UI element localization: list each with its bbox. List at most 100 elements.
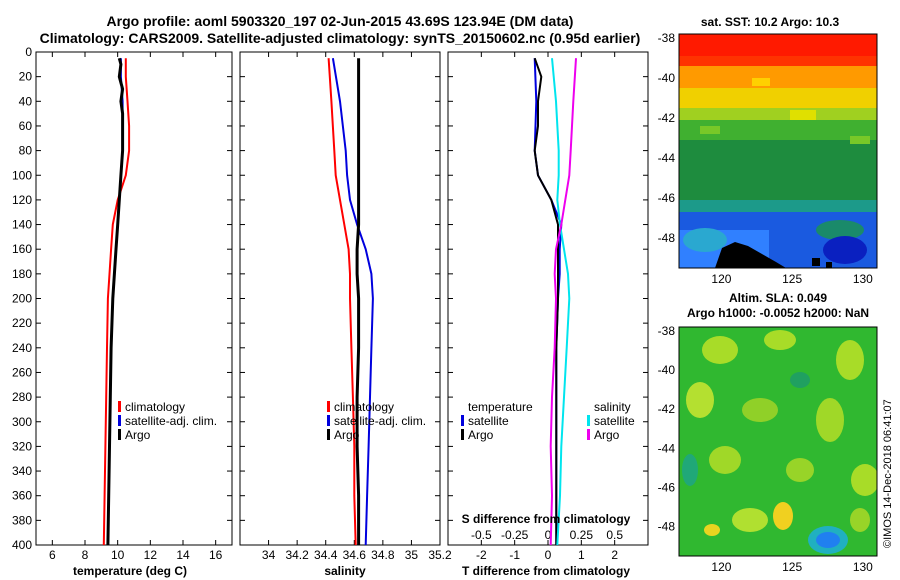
ytick-label: 220 [12,316,32,330]
panel-lines [533,57,577,545]
series-line-argo [355,58,361,545]
series-line-t-argo [533,57,559,545]
series-line-climatology [327,58,357,545]
legend-label: climatology [125,400,185,414]
map-ytick-label: -42 [658,402,676,416]
xtick-label: 35 [405,548,419,562]
map-ytick-label: -38 [658,324,676,338]
xtick-label: 12 [144,548,158,562]
salinity-panel-frame [239,51,441,546]
xtick-label: -1 [509,548,520,562]
legend-swatch-satellite [461,415,464,426]
ytick-label: 80 [19,144,33,158]
ytick-label: 20 [19,70,33,84]
salinity-legend: climatology satellite-adj. clim. Argo [327,400,426,442]
temperature-xlabel: temperature (deg C) [73,564,187,578]
figure-title-line1: Argo profile: aoml 5903320_197 02-Jun-20… [107,13,574,29]
panel-lines [102,57,131,545]
xtick-label: -2 [476,548,487,562]
ytick-label: 160 [12,242,32,256]
ytick-label: 320 [12,439,32,453]
axis-ticks-layer: 0204060801001201401601802002202402602803… [12,31,873,574]
legend-heading: temperature [468,400,533,414]
map-ytick-label: -40 [658,363,676,377]
legend-label: satellite-adj. clim. [334,414,426,428]
secondary-xtick-label: -0.25 [501,528,529,542]
legend-swatch-argo [327,429,330,440]
legend-swatch-climatology [327,401,330,412]
xtick-label: 14 [176,548,190,562]
legend-swatch-argo [461,429,464,440]
series-line-satellite-adj-clim- [331,58,374,545]
xtick-label: 8 [82,548,89,562]
ytick-label: 400 [12,538,32,552]
legend-label: Argo [594,428,620,442]
map-xtick-label: 125 [782,272,802,286]
temperature-panel-frame [35,51,233,546]
legend-swatch-satellite [327,415,330,426]
difference-temperature-legend: temperature satellite Argo [461,400,533,442]
ytick-label: 260 [12,365,32,379]
difference-salinity-legend: salinity satellite Argo [587,400,635,442]
difference-panel-frame [447,51,649,546]
series-line-argo [106,57,125,545]
secondary-xtick-label: -0.5 [471,528,492,542]
ytick-label: 300 [12,415,32,429]
series-line-s-satellite [551,58,571,545]
map-ytick-label: -40 [658,71,676,85]
map-xtick-label: 125 [782,560,802,574]
ytick-label: 140 [12,218,32,232]
legend-swatch-climatology [118,401,121,412]
sla-map-title-line1: Altim. SLA: 0.049 [729,291,827,305]
map-xtick-label: 130 [853,272,873,286]
ytick-label: 40 [19,94,33,108]
legend-label: satellite [594,414,635,428]
ytick-label: 60 [19,119,33,133]
xtick-label: 34.2 [285,548,309,562]
xtick-label: 6 [49,548,56,562]
sla-map-frame [678,326,878,557]
ytick-label: 360 [12,489,32,503]
xtick-label: 34 [262,548,276,562]
ytick-label: 180 [12,267,32,281]
map-ytick-label: -44 [658,441,676,455]
temperature-legend: climatology satellite-adj. clim. Argo [118,400,217,442]
ytick-label: 280 [12,390,32,404]
legend-swatch-s-satellite [587,415,590,426]
legend-label: satellite-adj. clim. [125,414,217,428]
secondary-xtick-label: 0.5 [606,528,623,542]
secondary-xtick-label: 0 [545,528,552,542]
salinity-xlabel: salinity [324,564,366,578]
ytick-label: 200 [12,292,32,306]
map-ytick-label: -48 [658,231,676,245]
map-xtick-label: 120 [711,560,731,574]
map-ytick-label: -38 [658,31,676,45]
map-xtick-label: 130 [853,560,873,574]
imos-watermark: ©IMOS 14-Dec-2018 06:41:07 [882,399,894,548]
series-line-climatology [102,58,131,545]
secondary-xlabel: S difference from climatology [462,512,631,526]
legend-label: Argo [468,428,494,442]
legend-label: Argo [125,428,151,442]
sla-map-image [679,327,877,556]
panel-lines [327,58,374,545]
legend-label: Argo [334,428,360,442]
map-ytick-label: -42 [658,111,676,125]
legend-swatch-s-argo [587,429,590,440]
ytick-label: 120 [12,193,32,207]
sst-map-image [679,34,877,268]
xtick-label: 16 [209,548,223,562]
xtick-label: 34.6 [343,548,367,562]
ytick-label: 240 [12,341,32,355]
xtick-label: 1 [578,548,585,562]
ytick-label: 340 [12,464,32,478]
figure-title-line2: Climatology: CARS2009. Satellite-adjuste… [40,30,641,46]
map-xtick-label: 120 [711,272,731,286]
legend-label: climatology [334,400,394,414]
xtick-label: 34.8 [371,548,395,562]
profile-lines-layer [102,57,577,545]
legend-heading: salinity [594,400,631,414]
ytick-label: 380 [12,513,32,527]
sst-map-title: sat. SST: 10.2 Argo: 10.3 [701,15,840,29]
